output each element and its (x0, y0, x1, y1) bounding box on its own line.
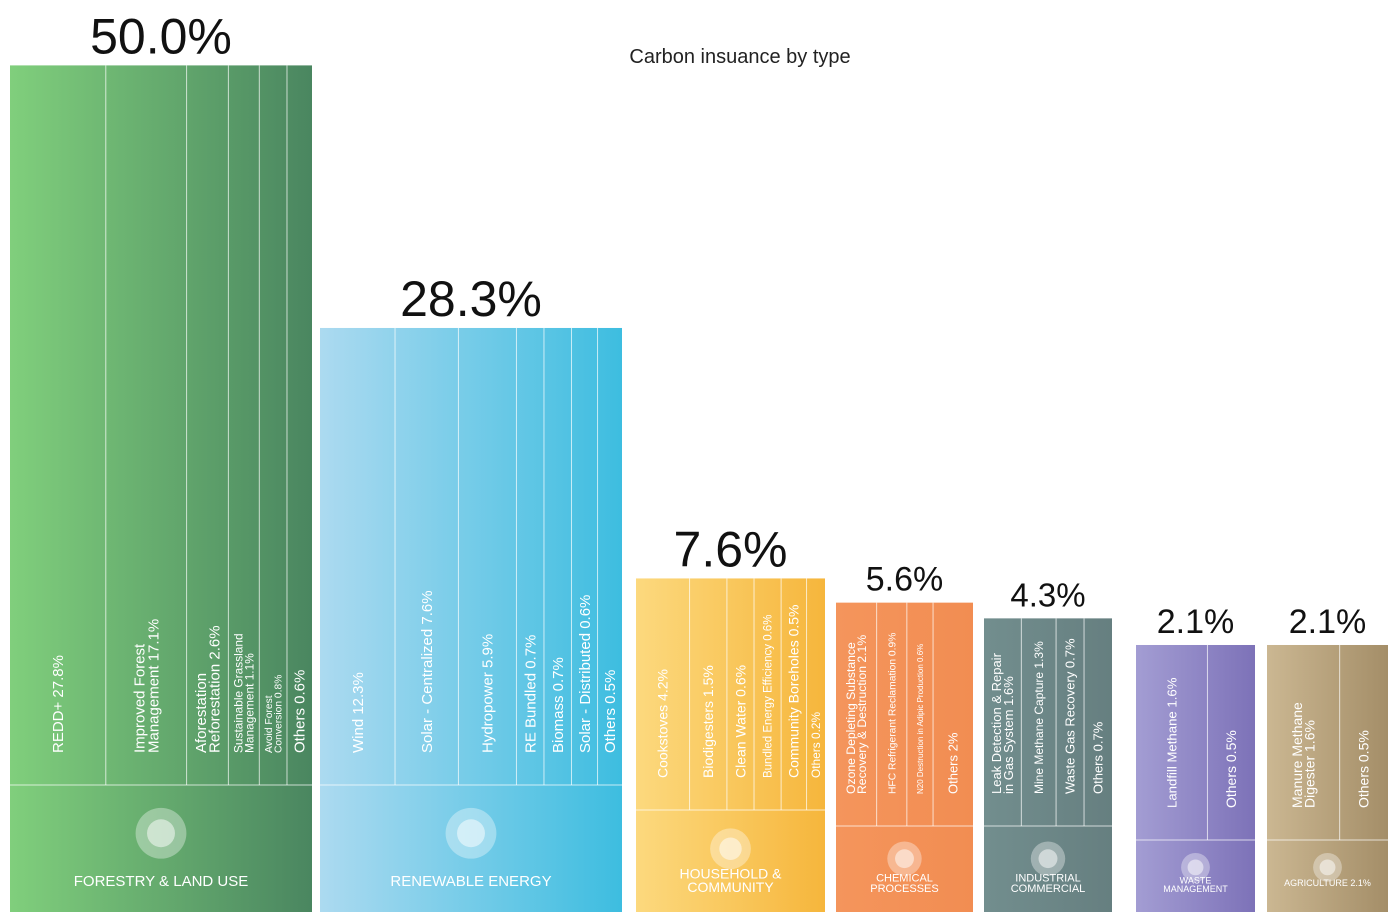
chart-title: Carbon insuance by type (629, 46, 850, 68)
category-icon (719, 837, 742, 860)
segment-label: Solar - Distributed 0.6% (577, 595, 594, 753)
segment-label: REDD+ 27.8% (50, 655, 67, 753)
segment-label: Sustainable Grassland (232, 633, 246, 753)
category-label: PROCESSES (870, 883, 938, 895)
segment-label: Others 0.5% (602, 670, 619, 753)
column-value-label: 4.3% (1010, 576, 1085, 613)
category-label: MANAGEMENT (1163, 884, 1228, 894)
segment-label: Avoid Forest (264, 695, 275, 753)
segment-label: Bundled Energy Efficiency 0.6% (763, 615, 775, 778)
segment-label: Digester 1.6% (1302, 720, 1318, 808)
segment-label: Conversion 0.8% (274, 675, 285, 753)
column-value-label: 5.6% (866, 561, 944, 599)
category-icon (457, 819, 485, 848)
category-icon (895, 849, 914, 869)
segment-label: Improved Forest (132, 643, 149, 753)
segment-label: Hydropower 5.9% (480, 634, 497, 753)
category-icon (147, 819, 175, 848)
segment-label: in Gas System 1.6% (1001, 676, 1016, 794)
category-label: COMMUNITY (687, 879, 774, 895)
segment-label: Others 0.7% (1091, 721, 1106, 794)
category-label: HOUSEHOLD & (680, 866, 783, 882)
segment-label: Others 0.2% (809, 711, 823, 778)
column-value-label: 7.6% (674, 521, 788, 577)
segment-label: HFC Refrigerant Reclamation 0.9% (887, 633, 898, 794)
category-label: WASTE (1180, 875, 1212, 885)
column (10, 65, 312, 912)
segment-label: Community Boreholes 0.5% (786, 604, 802, 778)
segment-label: Ozone Depleting Substance (844, 642, 858, 794)
segment-label: Biodigesters 1.5% (700, 665, 716, 778)
category-label: INDUSTRIAL (1015, 873, 1080, 885)
segment-label: Reforestation 2.6% (207, 625, 224, 753)
category-label: COMMERCIAL (1011, 883, 1086, 895)
category-icon (1187, 859, 1204, 876)
segment-label: Management 17.1% (145, 619, 162, 753)
segment-label: Landfill Methane 1.6% (1164, 677, 1179, 808)
segment-label: Others 0.6% (292, 670, 309, 753)
segment-label: Cookstoves 4.2% (655, 669, 671, 778)
segment-label: Others 0.5% (1223, 730, 1239, 808)
segment-label: Management 1.1% (242, 653, 256, 753)
segment-label: Others 2% (946, 732, 961, 794)
category-label: CHEMICAL (876, 873, 933, 885)
segment-label: N20 Destruction in Adipic Production 0.6… (916, 644, 925, 794)
segment-label: RE Bundled 0.7% (522, 635, 539, 753)
segment-label: Solar - Centralized 7.6% (419, 590, 436, 753)
category-label: FORESTRY & LAND USE (74, 873, 249, 890)
segment-label: Clean Water 0.6% (732, 665, 748, 778)
segment-label: Biomass 0.7% (550, 657, 567, 753)
column-value-label: 2.1% (1289, 603, 1367, 641)
segment-label: Mine Methane Capture 1.3% (1032, 641, 1046, 794)
column-value-label: 50.0% (90, 8, 232, 64)
segment-label: Others 0.5% (1356, 730, 1372, 808)
category-label: AGRICULTURE 2.1% (1284, 878, 1371, 888)
segment-label: Leak Detection & Repair (989, 652, 1004, 794)
column-value-label: 28.3% (400, 271, 542, 327)
category-label: RENEWABLE ENERGY (390, 873, 551, 890)
category-icon (1038, 849, 1058, 869)
segment-label: Recovery & Destruction 2.1% (855, 635, 869, 794)
segment-label: Manure Methane (1289, 702, 1305, 808)
category-icon (1319, 859, 1336, 876)
segment-label: Aforestation (193, 673, 210, 753)
segment-label: Waste Gas Recovery 0.7% (1063, 638, 1078, 794)
column-value-label: 2.1% (1157, 603, 1235, 641)
segment-label: Wind 12.3% (350, 672, 367, 753)
